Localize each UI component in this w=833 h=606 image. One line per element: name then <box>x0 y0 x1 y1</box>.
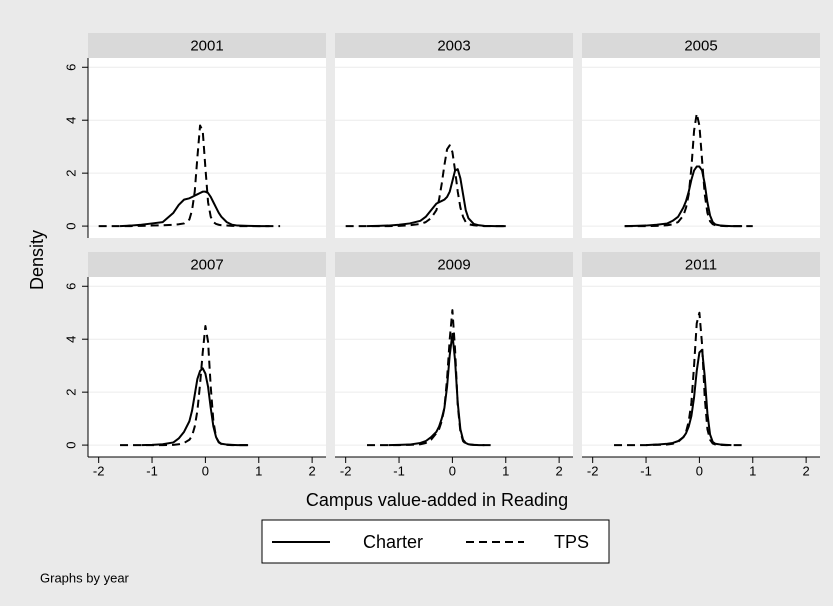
density-line <box>624 165 743 228</box>
density-line <box>614 311 743 447</box>
panel-header <box>335 252 573 277</box>
panel-title: 2003 <box>437 37 470 54</box>
y-tick-label: 0 <box>63 222 78 229</box>
x-tick-label: -1 <box>640 463 652 478</box>
note: Graphs by year <box>40 570 130 585</box>
density-line <box>345 144 506 228</box>
y-tick-label: 2 <box>63 170 78 177</box>
plot-area <box>335 58 573 238</box>
y-tick-label: 6 <box>63 283 78 290</box>
x-tick-label: 2 <box>309 463 316 478</box>
legend-label: TPS <box>554 532 589 552</box>
y-axis-label: Density <box>27 230 47 290</box>
legend-label: Charter <box>363 532 423 552</box>
x-tick-label: 0 <box>202 463 209 478</box>
panel-header <box>88 252 326 277</box>
x-tick-label: -2 <box>587 463 599 478</box>
panel-title: 2005 <box>684 37 717 54</box>
plot-area <box>335 277 573 457</box>
density-line <box>624 112 753 228</box>
plot-area <box>88 58 326 238</box>
x-tick-label: -2 <box>340 463 352 478</box>
plot-area <box>582 277 820 457</box>
density-line <box>141 367 249 447</box>
panel-title: 2007 <box>190 256 223 273</box>
panel-header <box>582 252 820 277</box>
panel-title: 2011 <box>685 256 717 273</box>
x-tick-label: 1 <box>502 463 509 478</box>
y-tick-label: 4 <box>63 117 78 124</box>
y-tick-label: 4 <box>63 336 78 343</box>
x-tick-label: -1 <box>146 463 158 478</box>
panel-title: 2009 <box>437 256 470 273</box>
plot-area <box>88 277 326 457</box>
x-tick-label: 1 <box>749 463 756 478</box>
density-line <box>120 324 249 447</box>
x-tick-label: -1 <box>393 463 405 478</box>
density-line <box>119 190 270 228</box>
density-line <box>367 309 496 447</box>
panel-header <box>582 33 820 58</box>
x-tick-label: 0 <box>696 463 703 478</box>
y-tick-label: 0 <box>63 441 78 448</box>
x-tick-label: 0 <box>449 463 456 478</box>
density-line <box>366 168 506 228</box>
y-tick-label: 6 <box>63 64 78 71</box>
x-axis-label: Campus value-added in Reading <box>306 490 568 510</box>
x-tick-label: 2 <box>803 463 810 478</box>
x-tick-label: 2 <box>556 463 563 478</box>
x-tick-label: -2 <box>93 463 105 478</box>
panel-header <box>88 33 326 58</box>
panel-title: 2001 <box>190 37 223 54</box>
panel-header <box>335 33 573 58</box>
density-line <box>98 124 281 228</box>
y-tick-label: 2 <box>63 389 78 396</box>
x-tick-label: 1 <box>255 463 262 478</box>
